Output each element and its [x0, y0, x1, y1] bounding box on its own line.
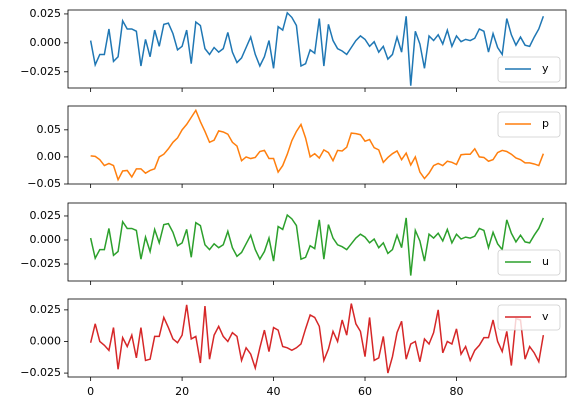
y-tick-label: −0.05 [27, 177, 61, 190]
y-tick-label: 0.025 [30, 303, 62, 316]
axes-frame [67, 105, 567, 185]
axes-frame [67, 9, 567, 89]
y-tick-label: 0.000 [30, 233, 62, 246]
y-tick-label: 0.025 [30, 7, 62, 20]
legend-label: u [542, 255, 549, 268]
line [90, 108, 545, 182]
legend-label: p [542, 117, 549, 130]
legend-label: v [542, 310, 549, 323]
x-tick-label: 40 [267, 385, 281, 398]
x-tick-label: 80 [449, 385, 463, 398]
legend-label: y [542, 62, 549, 75]
y-tick-label: −0.025 [20, 65, 61, 78]
y-tick-label: −0.025 [20, 257, 61, 270]
y-tick-label: −0.025 [20, 366, 61, 379]
line [89, 11, 545, 86]
x-tick-label: 60 [358, 385, 372, 398]
axes-frame [67, 298, 567, 378]
y-tick-label: 0.000 [30, 36, 62, 49]
x-tick-label: 20 [175, 385, 189, 398]
axes-frame [67, 202, 567, 282]
y-tick-label: 0.000 [30, 334, 62, 347]
line [89, 303, 545, 374]
y-tick-label: 0.00 [37, 150, 62, 163]
y-tick-label: 0.05 [37, 123, 62, 136]
line [89, 213, 545, 276]
y-tick-label: 0.025 [30, 209, 62, 222]
x-tick-label: 0 [87, 385, 94, 398]
